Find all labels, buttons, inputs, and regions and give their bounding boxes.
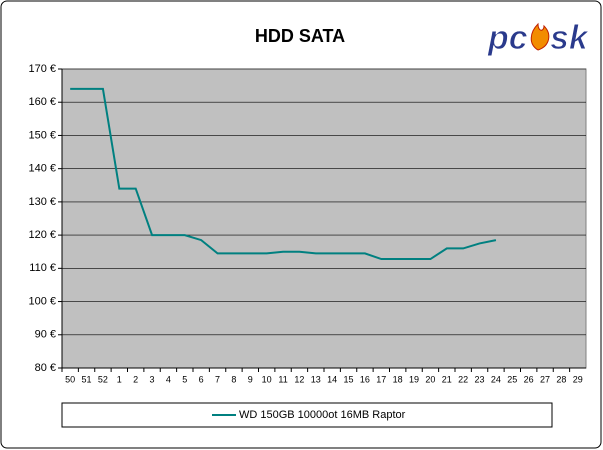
x-tick-label: 2 [133, 374, 138, 384]
x-tick-label: 29 [573, 374, 583, 384]
x-tick-label: 22 [458, 374, 468, 384]
x-tick-label: 50 [65, 374, 75, 384]
legend-label: WD 150GB 10000ot 16MB Raptor [239, 409, 406, 421]
legend [61, 402, 553, 428]
y-tick-label: 90 € [35, 329, 56, 341]
x-tick-label: 18 [393, 374, 403, 384]
x-tick-label: 11 [278, 374, 287, 384]
x-tick-label: 9 [248, 374, 253, 384]
x-tick-label: 14 [327, 374, 337, 384]
x-tick-label: 17 [376, 374, 386, 384]
x-tick-label: 15 [344, 374, 354, 384]
x-tick-label: 8 [231, 374, 236, 384]
y-tick-label: 80 € [35, 362, 56, 374]
y-tick-label: 150 € [28, 129, 56, 141]
logo: pc sk [487, 18, 591, 57]
logo-text: pc [487, 19, 528, 57]
x-tick-label: 5 [182, 374, 187, 384]
x-tick-label: 10 [262, 374, 272, 384]
y-tick-label: 140 € [28, 163, 56, 175]
x-tick-label: 16 [360, 374, 370, 384]
y-tick-label: 120 € [28, 229, 56, 241]
chart-title: HDD SATA [255, 26, 345, 46]
x-tick-label: 23 [475, 374, 485, 384]
x-tick-label: 26 [524, 374, 534, 384]
plot-area [61, 68, 587, 369]
x-tick-label: 21 [442, 374, 452, 384]
y-tick-label: 160 € [28, 96, 56, 108]
logo-flame [530, 22, 550, 51]
x-tick-label: 28 [556, 374, 566, 384]
x-tick-label: 3 [150, 374, 155, 384]
x-tick-label: 13 [311, 374, 321, 384]
y-tick-label: 110 € [29, 262, 56, 274]
x-tick-label: 20 [425, 374, 435, 384]
x-tick-label: 7 [215, 374, 220, 384]
logo-text: sk [550, 19, 590, 57]
x-tick-label: 27 [540, 374, 550, 384]
x-tick-label: 24 [491, 374, 501, 384]
x-tick-label: 25 [507, 374, 517, 384]
x-tick-label: 1 [117, 374, 122, 384]
x-tick-label: 12 [294, 374, 304, 384]
y-tick-label: 130 € [28, 196, 56, 208]
y-tick-label: 100 € [28, 295, 56, 307]
y-tick-label: 170 € [28, 63, 56, 75]
x-tick-label: 4 [166, 374, 171, 384]
x-tick-label: 19 [409, 374, 419, 384]
x-tick-label: 52 [98, 374, 108, 384]
data-line [70, 87, 497, 261]
x-tick-label: 6 [199, 374, 204, 384]
x-tick-label: 51 [82, 374, 92, 384]
